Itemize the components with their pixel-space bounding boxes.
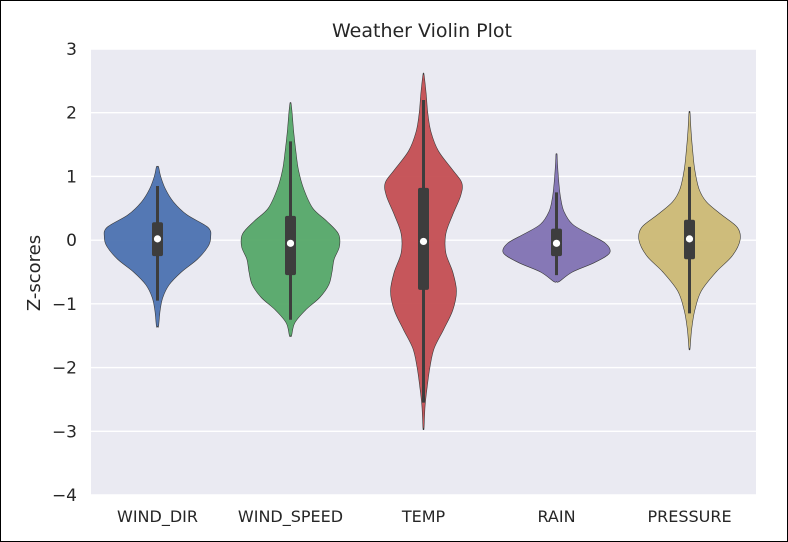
violin-median [286, 239, 295, 247]
x-tick-label: WIND_SPEED [238, 507, 343, 527]
y-tick-labels: 3 2 1 0 −1 −2 −3 −4 [52, 40, 77, 506]
y-tick-label: 2 [66, 104, 77, 124]
x-tick-label: RAIN [537, 507, 575, 526]
x-tick-label: WIND_DIR [117, 507, 198, 527]
y-tick-label: −4 [52, 486, 77, 506]
violin-median [419, 237, 428, 246]
y-tick-label: 3 [66, 40, 77, 60]
y-tick-label: 1 [66, 167, 77, 187]
y-axis-label: Z-scores [24, 235, 45, 311]
y-tick-label: 0 [66, 231, 77, 251]
x-tick-labels: WIND_DIR WIND_SPEED TEMP RAIN PRESSURE [117, 507, 732, 527]
violin-median [685, 235, 694, 243]
x-tick-label: PRESSURE [647, 507, 731, 526]
violins [103, 72, 741, 431]
y-tick-label: −2 [52, 359, 77, 379]
x-tick-label: TEMP [401, 507, 446, 526]
y-tick-label: −1 [52, 295, 77, 315]
violin-median [552, 239, 561, 247]
violin-median [153, 235, 162, 243]
chart-title: Weather Violin Plot [332, 20, 512, 42]
y-tick-label: −3 [52, 422, 77, 442]
